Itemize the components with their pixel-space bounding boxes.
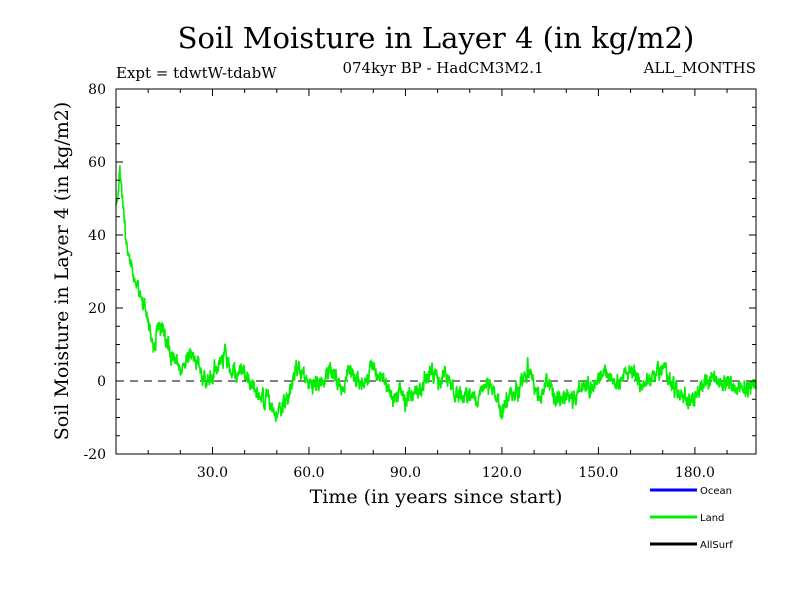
y-tick-label: 80 — [88, 82, 106, 98]
y-tick-label: -20 — [83, 447, 106, 463]
legend: Ocean Land AllSurf — [650, 486, 733, 551]
legend-label-land: Land — [700, 513, 724, 524]
period-label: ALL_MONTHS — [643, 59, 756, 77]
data-layer — [115, 165, 757, 423]
y-tick-label: 20 — [88, 301, 106, 317]
x-tick-label: 90.0 — [390, 465, 421, 481]
y-tick-label: 0 — [97, 374, 106, 390]
x-axis-label: Time (in years since start) — [310, 486, 563, 508]
x-tick-label: 150.0 — [578, 465, 618, 481]
x-tick-label: 120.0 — [482, 465, 522, 481]
axes-layer: -20 0 20 40 60 80 30.0 60.0 90.0 120.0 150.0 180.0 — [83, 82, 757, 481]
chart-title: Soil Moisture in Layer 4 (in kg/m2) — [178, 21, 695, 55]
legend-label-ocean: Ocean — [700, 486, 732, 497]
x-tick-label: 60.0 — [293, 465, 324, 481]
y-tick-label: 40 — [88, 228, 106, 244]
x-tick-label: 30.0 — [197, 465, 228, 481]
series-line-land — [115, 165, 757, 423]
chart-subtitle: 074kyr BP - HadCM3M2.1 — [342, 59, 543, 77]
experiment-label: Expt = tdwtW-tdabW — [116, 64, 277, 82]
y-tick-label: 60 — [88, 155, 106, 171]
y-axis-label: Soil Moisture in Layer 4 (in kg/m2) — [51, 102, 73, 441]
legend-label-allsurf: AllSurf — [700, 540, 733, 551]
x-tick-label: 180.0 — [675, 465, 715, 481]
plot-frame — [115, 88, 757, 455]
